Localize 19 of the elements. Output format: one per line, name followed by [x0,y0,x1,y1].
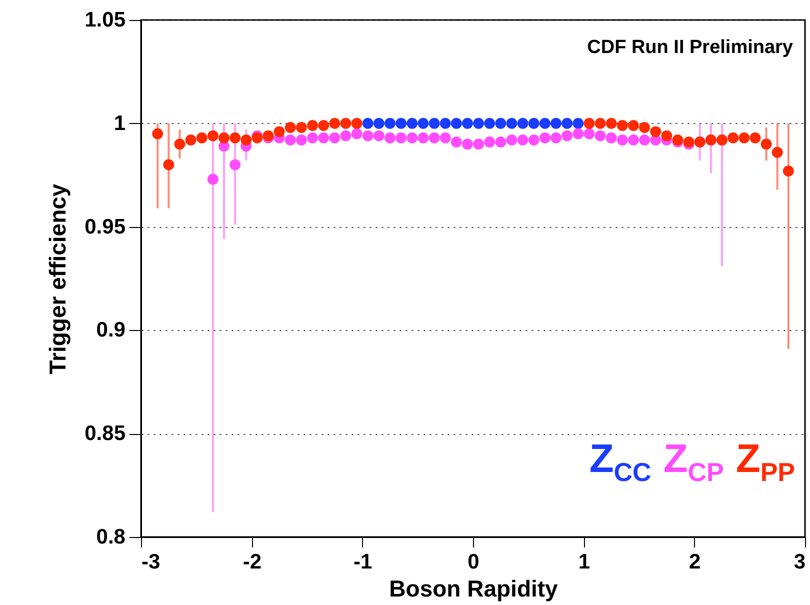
x-tick-label: -1 [353,550,372,574]
x-tick-label: -3 [142,550,160,574]
text: Z$_{CP}$ [663,437,724,488]
y-tick-label: 1 [114,112,126,135]
y-tick-label: 1.05 [84,8,126,32]
y-tick-label: 0.95 [84,215,126,238]
y-tick-label: 0.8 [96,526,126,548]
text: Z$_{PP}$ [736,437,795,488]
y-tick-label: 0.85 [84,422,126,446]
x-tick-label: 1 [578,550,590,574]
x-tick-label: 0 [468,550,480,574]
y-tick-label: 0.9 [96,318,126,342]
x-axis-title: Boson Rapidity [389,576,558,602]
text: Z$_{CC}$ [589,437,652,488]
y-axis-title: Trigger efficiency [44,184,71,374]
x-tick-label: 3 [794,550,806,574]
x-tick-label: 2 [688,550,701,574]
annotation: CDF Run II Preliminary [587,37,794,58]
x-tick-label: -2 [242,550,262,574]
